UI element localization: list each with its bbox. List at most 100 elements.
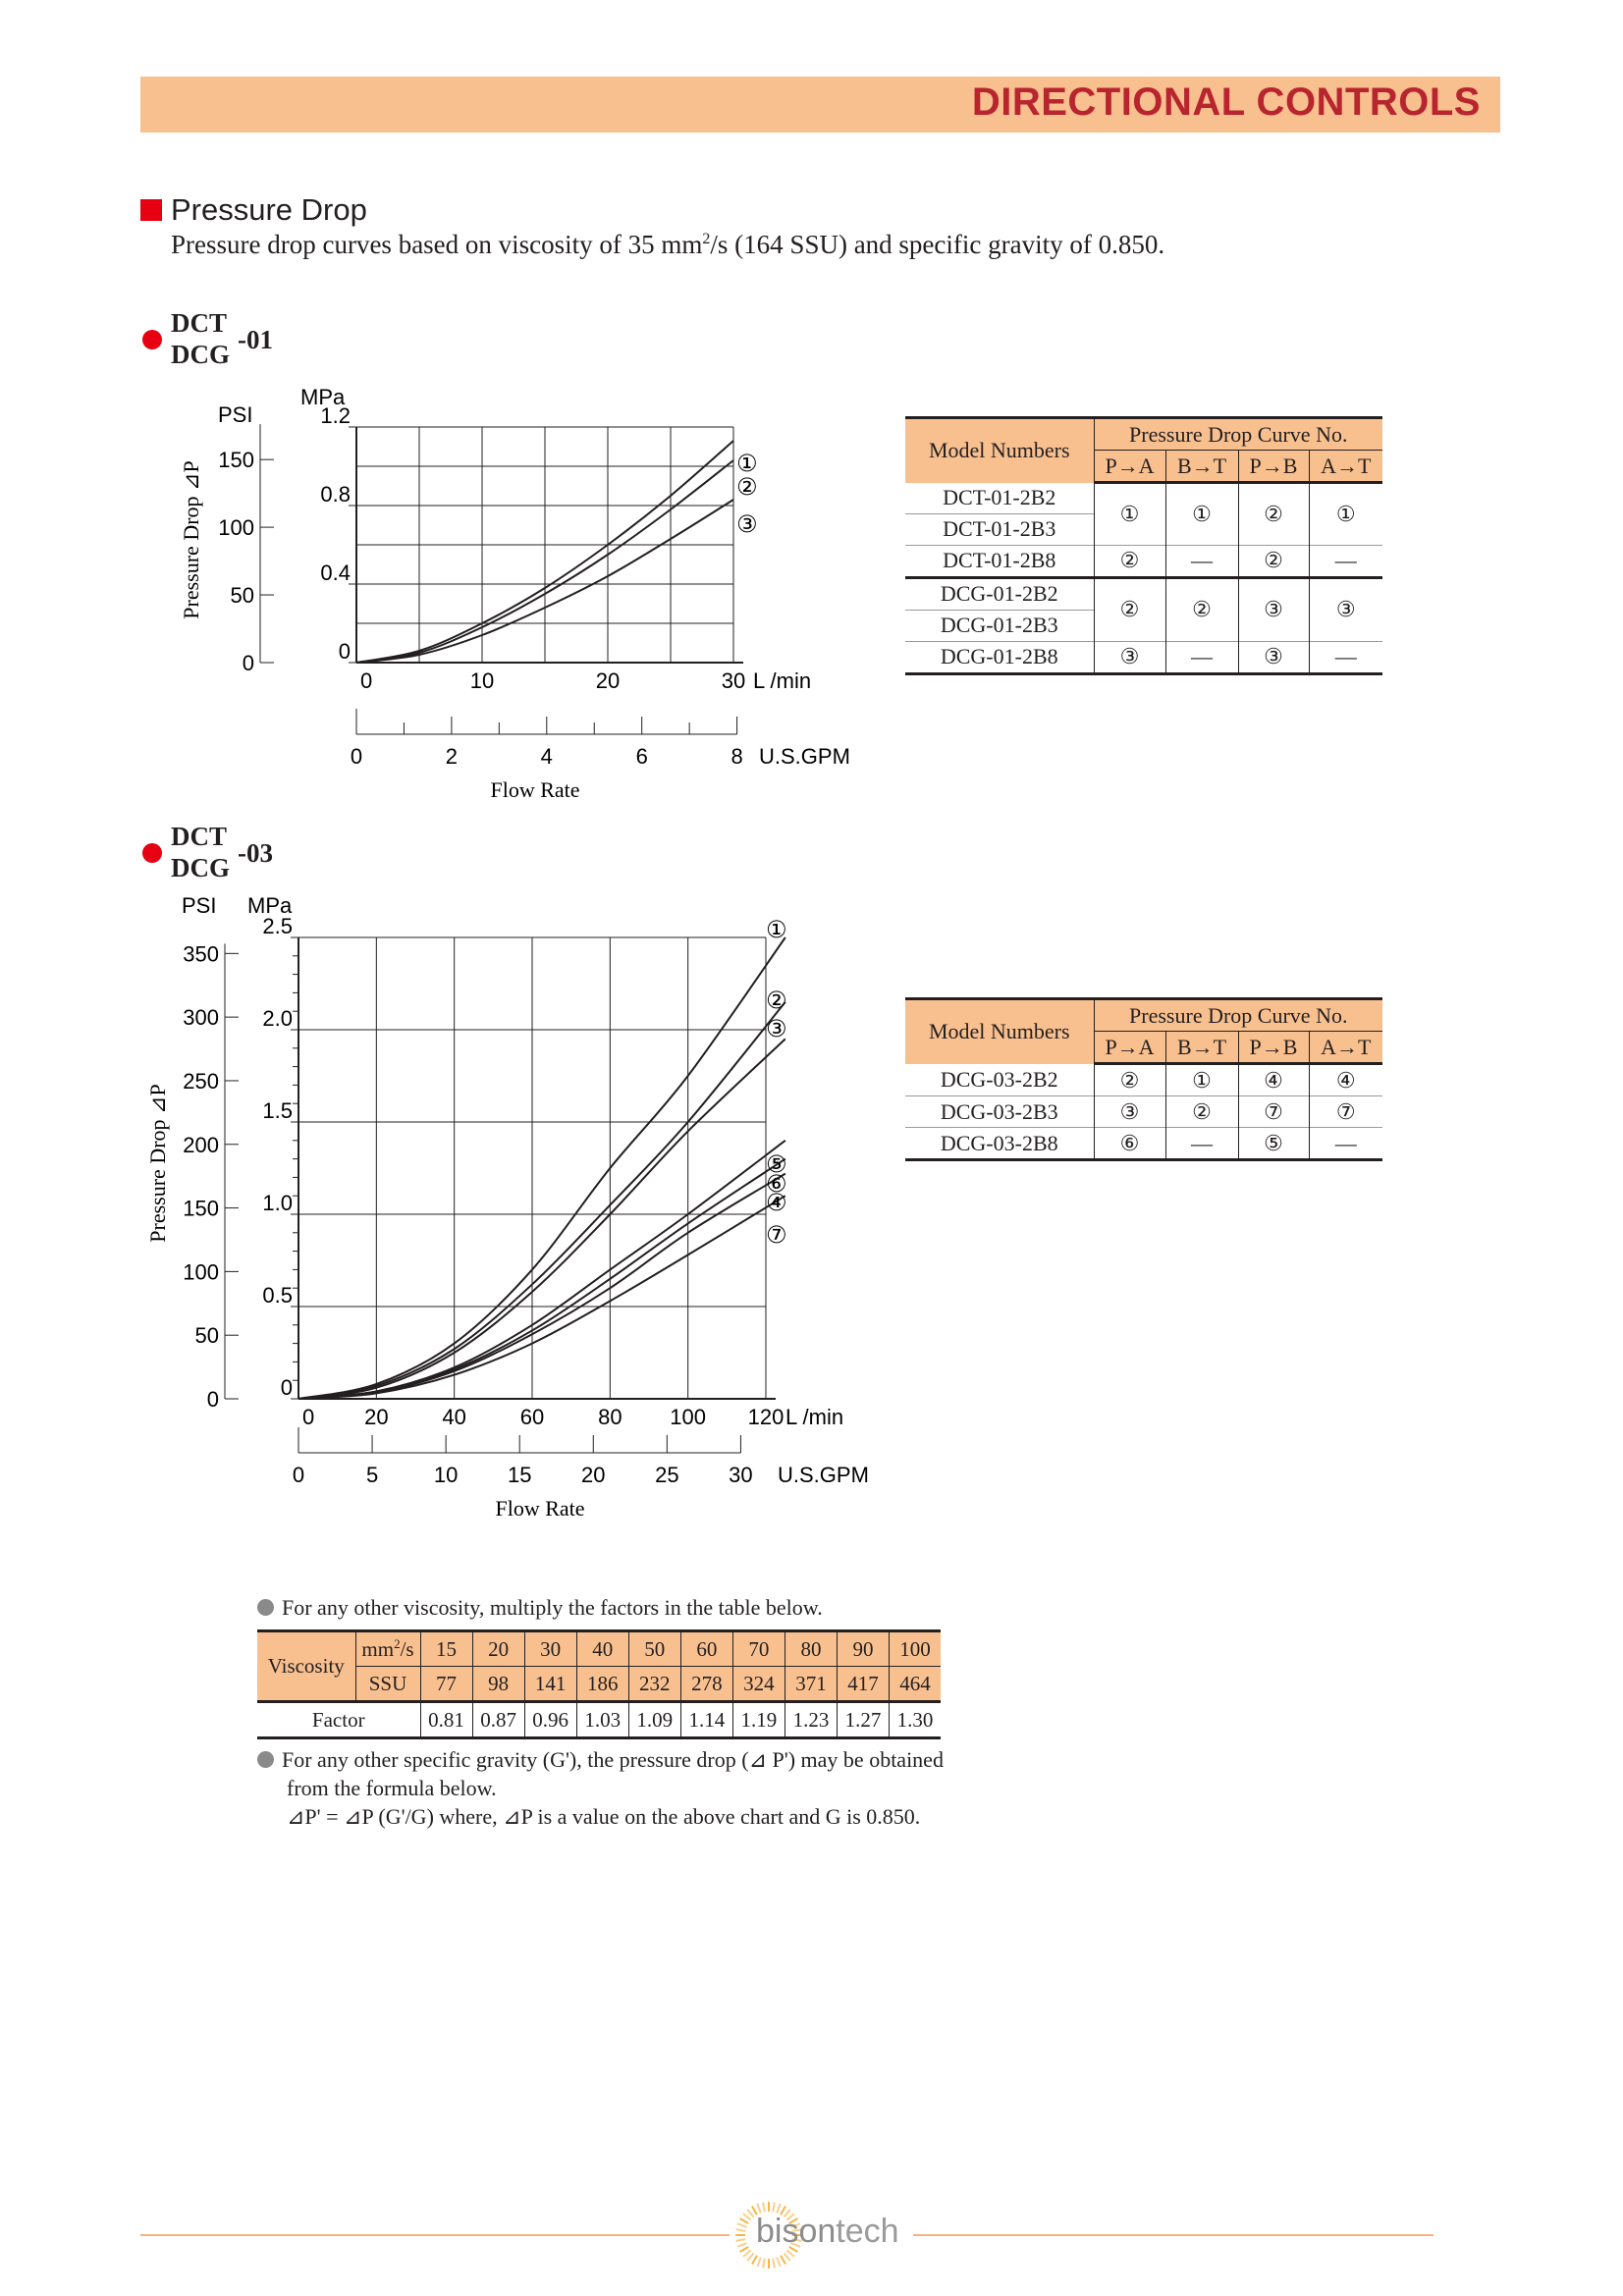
logo-ray: [739, 2246, 749, 2253]
model-number: DCT-01-2B3: [905, 512, 1094, 545]
gpm-tick-label: 5: [366, 1463, 378, 1487]
mpa-tick-label: 2.5: [262, 914, 293, 938]
curve-label: ⑥: [766, 1170, 787, 1198]
chart1-model-bottom: DCG: [171, 340, 230, 369]
curve-number: ②: [1164, 1095, 1238, 1128]
logo-ray: [780, 2255, 786, 2265]
chart2-model-label: DCT DCG: [171, 821, 230, 883]
curve-number: —: [1308, 544, 1382, 577]
table1-column-row: P→A B→T P→B A→T: [905, 450, 1382, 484]
logo-ray: [736, 2222, 747, 2228]
psi-tick-label: 200: [183, 1133, 219, 1157]
footer-logo: bisontech: [756, 2213, 899, 2251]
logo-ray: [746, 2209, 755, 2218]
table2-curve-header: Pressure Drop Curve No.: [1093, 997, 1382, 1032]
logo-ray: [742, 2249, 752, 2258]
logo-ray: [776, 2203, 782, 2214]
viscosity-mm-value: 30: [523, 1629, 577, 1667]
factor-value: 0.87: [471, 1700, 525, 1739]
gpm-tick-label: 25: [655, 1463, 678, 1487]
section-title: Pressure Drop: [171, 192, 367, 227]
lmin-tick-label: 0: [302, 1405, 314, 1429]
mm-post: /s: [400, 1637, 414, 1661]
logo-ray: [735, 2228, 746, 2232]
logo-ray: [785, 2249, 795, 2258]
viscosity-mm-row: Viscosity mm2/s 15 20 30 40 50 60 70 80 90 100: [257, 1629, 941, 1702]
curve-number: —: [1308, 1127, 1382, 1161]
viscosity-ssu-value: 98: [471, 1666, 525, 1702]
curve-number: ⑥: [1093, 1127, 1165, 1161]
factor-value: 0.96: [523, 1700, 577, 1739]
bullet-icon: [257, 1599, 274, 1616]
viscosity-ssu-label: SSU: [354, 1666, 420, 1702]
mm-pre: mm: [361, 1637, 395, 1661]
logo-ray: [762, 2202, 766, 2213]
factor-value: 1.14: [679, 1700, 733, 1739]
curve-label: ⑦: [766, 1221, 787, 1249]
mpa-tick-label: 1.0: [262, 1191, 293, 1215]
column-header: B→T: [1164, 450, 1238, 484]
logo-ray: [751, 2206, 758, 2216]
column-header: P→A: [1093, 1031, 1165, 1065]
psi-tick-label: 250: [183, 1069, 219, 1094]
curve-number: ⑦: [1237, 1095, 1309, 1128]
bullet-icon: [142, 843, 162, 863]
mpa-tick-label: 1.5: [262, 1098, 293, 1123]
factor-value: 1.03: [575, 1700, 629, 1739]
curve-number: ②: [1237, 544, 1309, 577]
mpa-tick-label: 2.0: [262, 1006, 293, 1031]
viscosity-ssu-value: 464: [889, 1666, 941, 1702]
curve-label: ④: [766, 1189, 787, 1216]
model-number: DCG-01-2B3: [905, 609, 1094, 641]
model-number: DCT-01-2B8: [905, 544, 1094, 577]
logo-ray: [790, 2242, 801, 2248]
gpm-tick-label: 0: [351, 744, 362, 769]
gpm-tick-label: 6: [636, 744, 648, 769]
bullet-icon: [257, 1751, 274, 1768]
logo-ray: [751, 2255, 758, 2265]
curve-number: ③: [1093, 1095, 1165, 1128]
psi-tick-label: 150: [183, 1197, 219, 1221]
y-axis-label: Pressure Drop ⊿P: [179, 460, 203, 618]
page-title: DIRECTIONAL CONTROLS: [971, 80, 1481, 124]
viscosity-ssu-value: 417: [836, 1666, 890, 1702]
gpm-tick-label: 10: [434, 1463, 458, 1487]
lmin-tick-label: 60: [520, 1405, 544, 1429]
viscosity-mm-value: 80: [784, 1629, 838, 1667]
header-band: DIRECTIONAL CONTROLS: [140, 77, 1500, 133]
viscosity-ssu-value: 186: [575, 1666, 629, 1702]
table2-column-row: P→A B→T P→B A→T: [905, 1031, 1382, 1065]
gpm-unit-label: U.S.GPM: [778, 1463, 869, 1487]
series-line: [298, 936, 786, 1400]
column-header: B→T: [1164, 1031, 1238, 1065]
viscosity-ssu-value: 141: [523, 1666, 577, 1702]
lmin-tick-label: 0: [360, 668, 372, 693]
curve-label: ⑤: [766, 1150, 787, 1178]
table-row: DCG-01-2B2 ② ② ③ ③: [905, 575, 1382, 641]
curve-label: ②: [766, 987, 787, 1014]
logo-ray: [762, 2258, 766, 2269]
table1-model-header: Model Numbers: [905, 416, 1094, 483]
curve-number: ②: [1093, 1063, 1165, 1096]
mpa-tick-label: 0.5: [262, 1283, 293, 1308]
series-line: [298, 1038, 786, 1400]
mpa-unit-label: MPa: [300, 385, 346, 409]
lmin-unit-label: L /min: [753, 668, 811, 693]
table1-curve-numbers: Model Numbers Pressure Drop Curve No. P→…: [905, 416, 1382, 675]
psi-tick-label: 0: [207, 1387, 219, 1412]
gravity-note-line3: ⊿P' = ⊿P (G'/G) where, ⊿P is a value on …: [287, 1804, 921, 1829]
lmin-tick-label: 20: [596, 668, 620, 693]
curve-number: —: [1164, 544, 1238, 577]
logo-ray: [746, 2252, 755, 2262]
logo-ray: [785, 2213, 795, 2221]
logo-ray: [783, 2252, 791, 2262]
viscosity-factor-row: Factor 0.81 0.87 0.96 1.03 1.09 1.14 1.19 1.23 1…: [257, 1700, 941, 1739]
model-number: DCG-01-2B2: [905, 575, 1094, 610]
gpm-tick-label: 0: [293, 1463, 304, 1487]
column-header: A→T: [1308, 450, 1382, 484]
viscosity-ssu-value: 371: [784, 1666, 838, 1702]
gpm-tick-label: 4: [541, 744, 553, 769]
viscosity-ssu-value: 278: [679, 1666, 733, 1702]
table-row: DCG-03-2B8 ⑥ — ⑤ —: [905, 1127, 1382, 1161]
chart2-model-suffix: -03: [238, 838, 273, 868]
